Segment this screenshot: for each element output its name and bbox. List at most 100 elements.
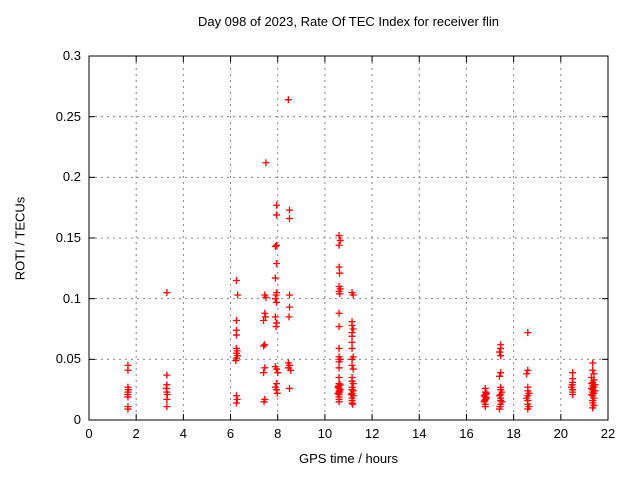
data-point (233, 395, 241, 403)
data-point (284, 96, 292, 104)
data-point (335, 241, 343, 249)
data-point (273, 259, 281, 267)
y-tick-label: 0 (73, 412, 81, 427)
data-point (271, 274, 279, 282)
data-point (124, 366, 132, 374)
data-point (232, 331, 240, 339)
data-point (260, 342, 268, 350)
data-point (124, 405, 132, 413)
data-point (273, 298, 281, 306)
data-point (232, 392, 240, 400)
data-point (587, 391, 595, 399)
data-point (124, 393, 132, 401)
data-point (260, 317, 268, 325)
data-point (286, 215, 294, 223)
data-point (234, 291, 242, 299)
data-point (589, 366, 597, 374)
data-point (232, 317, 240, 325)
data-point (286, 303, 294, 311)
y-tick-label: 0.05 (55, 351, 81, 367)
data-point (569, 391, 577, 399)
data-point (335, 364, 343, 372)
data-point (232, 357, 240, 365)
data-point (336, 290, 344, 298)
data-point (163, 395, 171, 403)
x-tick-label: 6 (226, 426, 235, 441)
data-point (335, 374, 343, 382)
data-point (349, 380, 357, 388)
data-point (348, 332, 356, 340)
data-point (495, 348, 503, 356)
data-point (497, 352, 505, 360)
data-point (261, 341, 269, 349)
data-point (163, 289, 171, 297)
data-point (335, 263, 343, 271)
data-point (348, 361, 356, 369)
data-point (273, 365, 281, 373)
data-point (348, 344, 356, 352)
data-point (349, 365, 357, 373)
data-point (271, 242, 279, 250)
data-point (524, 405, 532, 413)
data-point (261, 309, 269, 317)
data-point (348, 399, 356, 407)
data-point (495, 372, 503, 380)
x-axis-title: GPS time / hours (299, 451, 398, 466)
data-point (569, 369, 577, 377)
data-point (334, 389, 342, 397)
y-tick-label: 0.15 (55, 230, 81, 245)
data-point (335, 398, 343, 406)
data-point (260, 398, 268, 406)
y-tick-label: 0.3 (62, 48, 81, 63)
data-point (524, 366, 532, 374)
x-tick-label: 20 (553, 426, 569, 441)
data-point (335, 323, 343, 331)
x-tick-label: 16 (459, 426, 474, 441)
data-point (336, 269, 344, 277)
data-point (349, 291, 357, 299)
data-point (271, 313, 279, 321)
data-point (260, 369, 268, 377)
data-point (497, 369, 505, 377)
x-tick-label: 4 (179, 426, 187, 441)
data-point (497, 344, 505, 352)
data-point (348, 355, 356, 363)
data-point (287, 366, 295, 374)
data-point (589, 404, 597, 412)
data-point (348, 338, 356, 346)
y-tick-label: 0.1 (62, 290, 81, 306)
data-point (335, 344, 343, 352)
x-tick-label: 18 (506, 426, 521, 441)
y-axis-title: ROTI / TECUs (12, 196, 28, 281)
data-point (286, 384, 294, 392)
data-point (335, 232, 343, 240)
y-tick-label: 0.25 (55, 108, 81, 124)
x-tick-label: 10 (317, 426, 333, 441)
data-point (286, 291, 294, 299)
x-tick-label: 14 (412, 426, 427, 441)
data-point (273, 241, 281, 249)
data-point (589, 359, 597, 367)
data-point (232, 276, 240, 284)
data-point (348, 321, 356, 329)
chart-title: Day 098 of 2023, Rate Of TEC Index for r… (197, 14, 500, 29)
data-point (271, 295, 279, 303)
x-tick-label: 2 (132, 426, 140, 441)
data-point (262, 159, 270, 167)
data-point (286, 206, 294, 214)
data-point (272, 291, 280, 299)
data-point (495, 405, 503, 413)
data-point (274, 369, 282, 377)
data-point (524, 329, 532, 337)
data-point (163, 403, 171, 411)
y-tick-label: 0.2 (62, 169, 81, 185)
data-point (335, 358, 343, 366)
data-point (587, 384, 595, 392)
data-point (523, 370, 531, 378)
data-point (273, 201, 281, 209)
data-point (349, 400, 357, 408)
x-tick-label: 8 (274, 426, 282, 441)
data-point (262, 293, 270, 301)
